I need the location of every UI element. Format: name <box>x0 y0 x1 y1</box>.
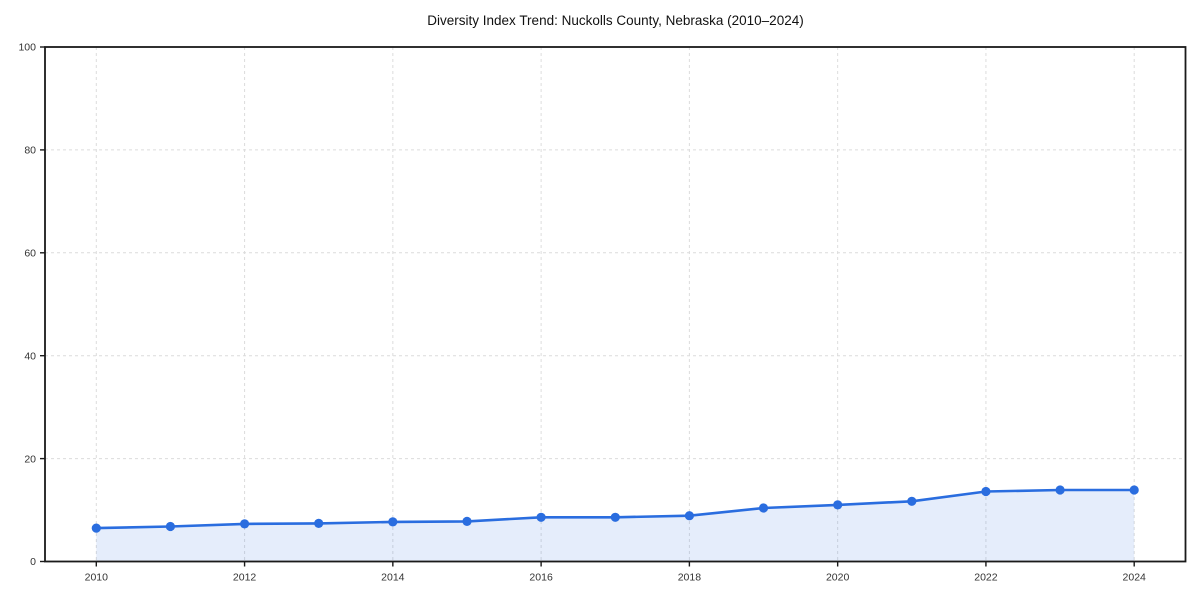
y-tick-label: 100 <box>18 42 36 54</box>
chart-title: Diversity Index Trend: Nuckolls County, … <box>427 13 804 28</box>
data-point-marker <box>907 496 917 506</box>
data-point-marker <box>240 519 250 529</box>
axis-frame <box>44 46 1187 563</box>
data-point-marker <box>388 517 398 527</box>
y-tick-label: 0 <box>30 556 36 568</box>
y-tick-label: 60 <box>24 247 36 259</box>
y-tick-label: 80 <box>24 145 36 157</box>
data-point-marker <box>610 512 620 522</box>
y-tick-label: 40 <box>24 350 36 362</box>
data-point-marker <box>1129 485 1139 495</box>
x-tick-label: 2012 <box>233 572 257 584</box>
x-tick-label: 2014 <box>381 572 405 584</box>
data-point-marker <box>165 521 175 532</box>
data-point-marker <box>833 500 843 510</box>
area-fill <box>96 490 1135 562</box>
data-point-marker <box>981 486 991 497</box>
y-tick-label: 20 <box>24 453 36 465</box>
data-point-marker <box>1055 485 1065 495</box>
data-point-marker <box>684 511 695 521</box>
x-tick-label: 2022 <box>974 572 998 584</box>
data-point-marker <box>758 503 769 513</box>
data-point-marker <box>91 523 101 533</box>
x-tick-label: 2020 <box>826 572 850 584</box>
data-point-marker <box>314 518 324 529</box>
data-point-marker <box>462 516 472 527</box>
x-tick-label: 2018 <box>678 572 702 584</box>
data-point-marker <box>536 512 546 522</box>
x-tick-label: 2016 <box>529 572 553 584</box>
x-tick-label: 2024 <box>1123 572 1147 584</box>
x-tick-label: 2010 <box>85 572 109 584</box>
